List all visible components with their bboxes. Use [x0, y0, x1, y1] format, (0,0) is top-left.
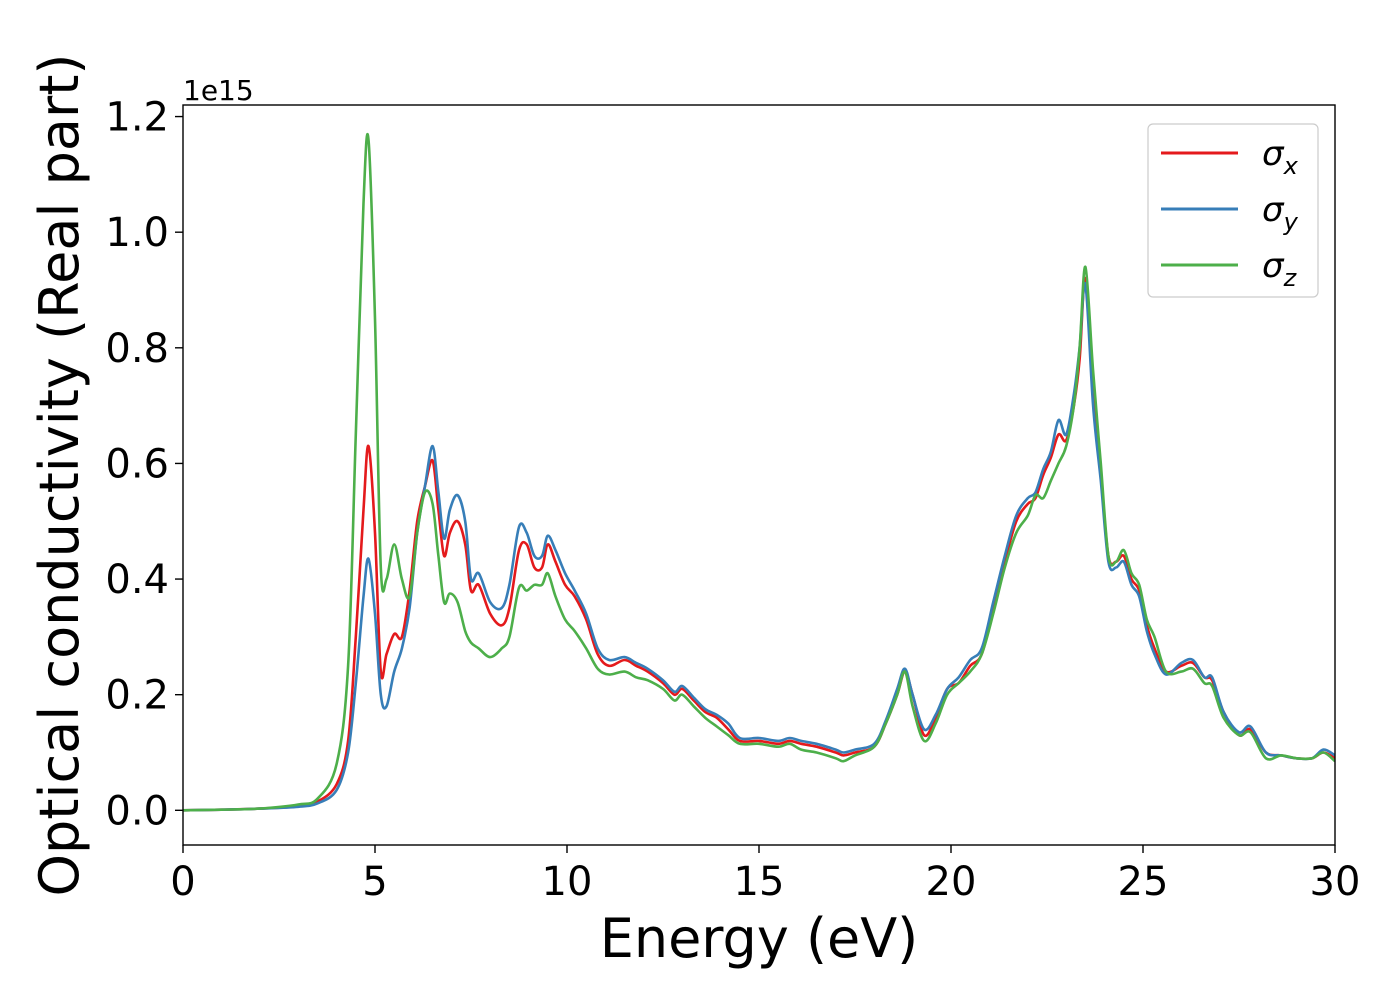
y-tick-label: 0.8 — [105, 326, 169, 372]
x-tick-label: 10 — [542, 859, 593, 905]
x-tick-label: 25 — [1118, 859, 1169, 905]
x-tick-label: 30 — [1310, 859, 1361, 905]
series-line-x — [183, 277, 1335, 812]
x-tick-label: 0 — [170, 859, 195, 905]
y-tick-label: 1.2 — [105, 95, 169, 141]
legend: σx σy σz — [1147, 123, 1319, 298]
legend-label-x: σx — [1262, 134, 1299, 180]
series-line-y — [183, 281, 1335, 812]
x-tick-label: 15 — [734, 859, 785, 905]
y-tick-label: 1.0 — [105, 210, 169, 256]
y-axis-label: Optical conductivity (Real part) — [28, 54, 91, 897]
y-tick-label: 0.6 — [105, 441, 169, 487]
y-tick-label: 0.4 — [105, 557, 169, 603]
x-axis: 0 5 10 15 20 25 30 — [170, 845, 1360, 905]
y-tick-label: 0.2 — [105, 673, 169, 719]
y-axis-offset-label: 1e15 — [183, 74, 254, 107]
y-tick-label: 0.0 — [105, 788, 169, 834]
y-axis: 0.0 0.2 0.4 0.6 0.8 1.0 1.2 — [105, 95, 183, 834]
x-tick-label: 20 — [926, 859, 977, 905]
series-line-z — [183, 132, 1335, 812]
series-layer — [183, 132, 1335, 812]
legend-label-z: σz — [1262, 246, 1298, 292]
x-axis-label: Energy (eV) — [600, 907, 919, 970]
x-tick-label: 5 — [362, 859, 387, 905]
legend-label-y: σy — [1262, 190, 1299, 236]
